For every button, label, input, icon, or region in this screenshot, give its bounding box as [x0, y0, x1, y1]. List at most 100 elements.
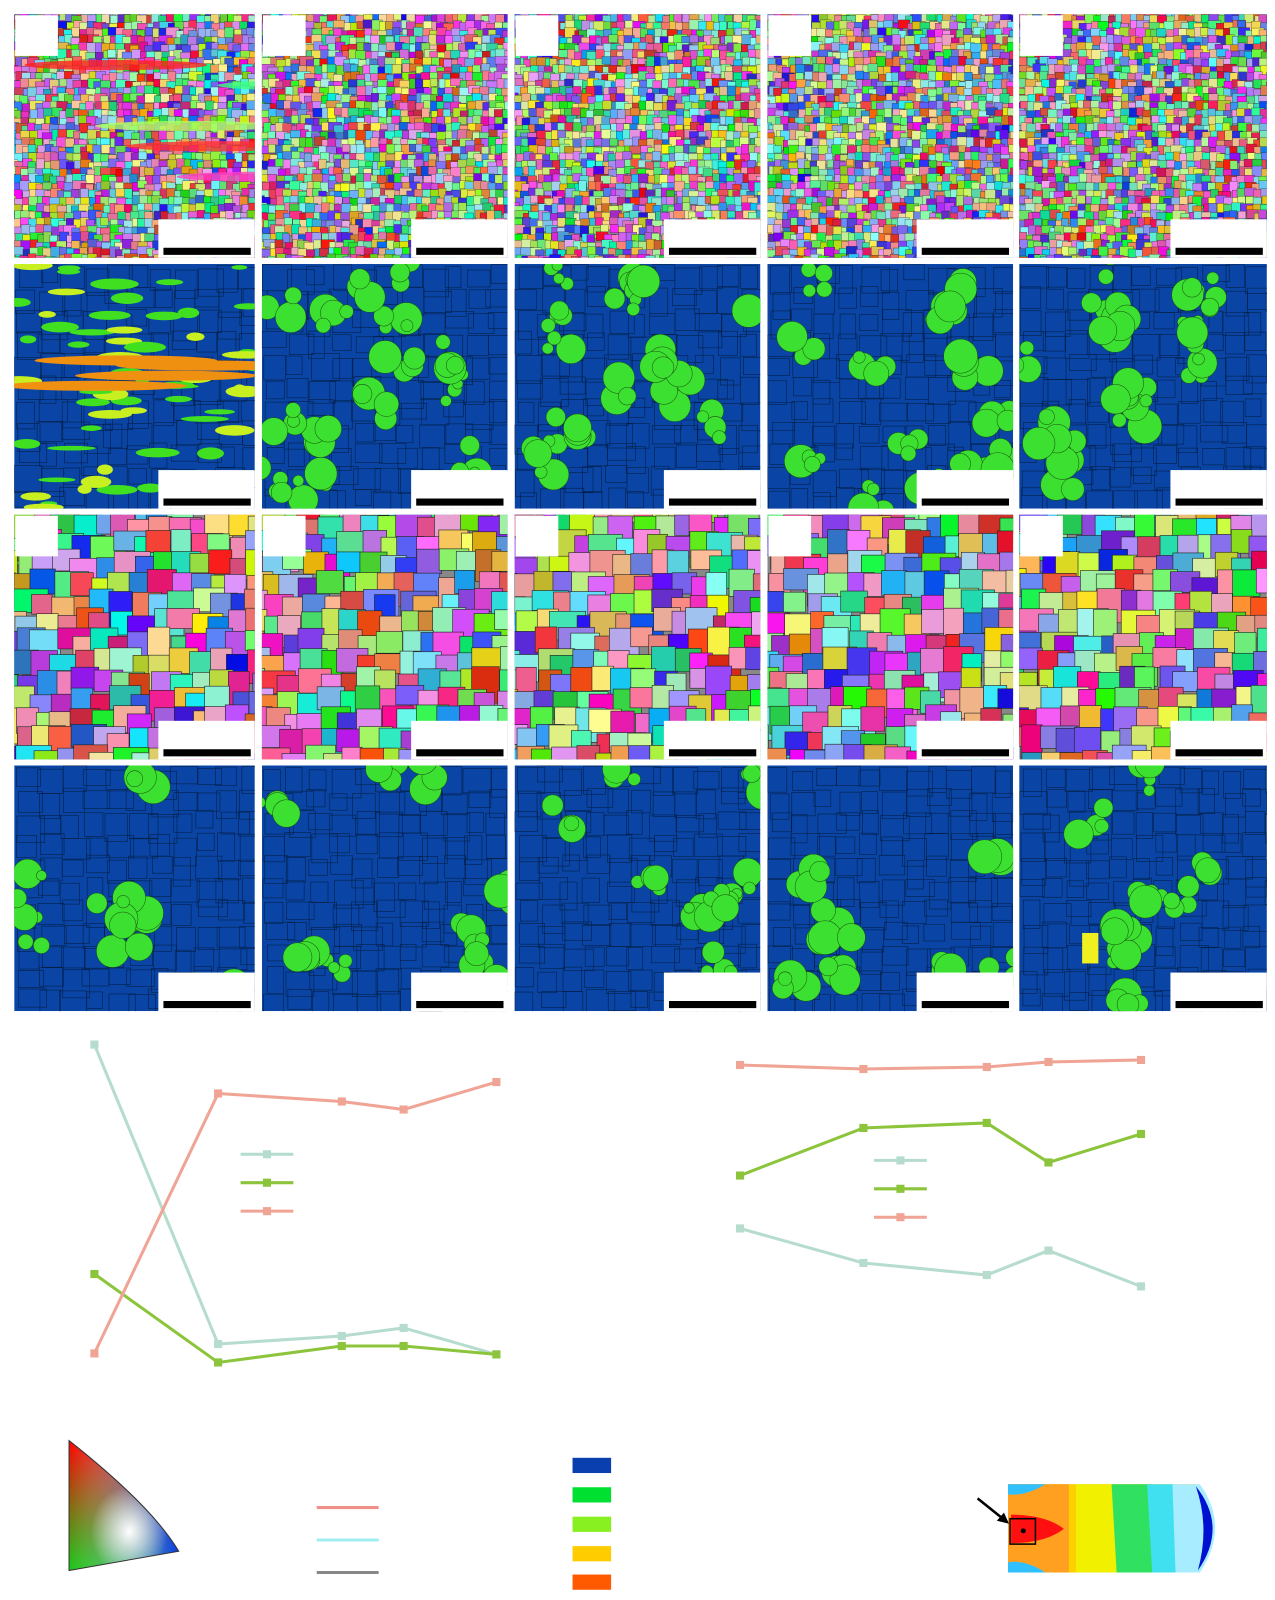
grain: [138, 151, 147, 160]
grain: [181, 14, 195, 16]
grain: [970, 43, 982, 53]
grain: [773, 255, 787, 258]
grain: [1009, 30, 1014, 39]
grain: [132, 256, 141, 258]
grain: [14, 130, 17, 139]
micrograph: [767, 14, 1014, 258]
grain: [878, 255, 889, 258]
grain: [527, 255, 541, 258]
grain: [369, 253, 378, 258]
grain: [855, 122, 864, 132]
grain: [81, 254, 93, 258]
grain: [757, 131, 761, 142]
grain: [342, 173, 351, 182]
grain: [173, 196, 184, 205]
grain: [507, 37, 514, 49]
grain: [297, 248, 307, 257]
grain: [825, 153, 833, 162]
label-box: [515, 15, 559, 56]
grain: [290, 63, 301, 72]
grain: [205, 14, 214, 16]
grain: [883, 255, 893, 258]
grain: [839, 115, 849, 124]
grain: [810, 253, 822, 258]
grain: [725, 56, 735, 66]
grain: [588, 254, 600, 258]
grain: [504, 101, 508, 115]
grain: [108, 257, 120, 258]
grain: [378, 107, 387, 118]
grain: [87, 253, 98, 258]
grain: [782, 254, 794, 258]
grain: [574, 14, 584, 15]
grain: [1009, 256, 1014, 258]
grain: [1000, 173, 1009, 183]
grain: [71, 253, 85, 258]
grain: [313, 239, 322, 250]
grain: [165, 14, 176, 16]
grain: [6, 219, 14, 229]
grain: [326, 63, 336, 74]
grain: [65, 138, 75, 148]
grain: [312, 14, 321, 16]
grain: [810, 166, 819, 176]
grain: [504, 204, 508, 216]
grain: [267, 255, 276, 258]
grain: [262, 93, 273, 104]
grain: [253, 28, 255, 42]
grain: [1010, 181, 1014, 194]
grain: [188, 129, 197, 140]
grain: [1114, 14, 1123, 15]
grain: [653, 42, 663, 53]
grain: [253, 63, 255, 77]
grain: [580, 6, 589, 14]
streak: [217, 81, 255, 90]
grain: [956, 14, 971, 16]
grain: [19, 255, 34, 258]
grain: [71, 27, 80, 37]
grain: [862, 254, 873, 258]
grain: [586, 234, 595, 243]
grain: [504, 67, 508, 75]
grain: [869, 27, 878, 36]
grain: [349, 159, 359, 169]
grain: [542, 257, 556, 258]
grain: [145, 27, 154, 36]
grain: [504, 14, 508, 26]
label-box: [768, 15, 812, 56]
grain: [407, 123, 416, 131]
grain: [645, 255, 655, 258]
grain: [27, 122, 36, 132]
grain: [594, 85, 603, 96]
micrograph: [6, 14, 255, 258]
grain: [578, 180, 587, 193]
grain: [116, 255, 129, 258]
grain: [27, 144, 37, 154]
grain: [14, 14, 28, 16]
grain: [14, 246, 24, 256]
grain: [196, 210, 205, 219]
grain: [767, 256, 771, 258]
grain: [166, 188, 175, 198]
grain: [503, 95, 508, 106]
grain: [136, 95, 146, 104]
grain: [254, 85, 255, 94]
grain: [1007, 211, 1014, 220]
grain: [609, 217, 620, 225]
grain: [356, 255, 368, 258]
grain: [254, 125, 262, 138]
grain: [320, 14, 330, 16]
grain: [574, 195, 583, 206]
grain: [1145, 14, 1158, 16]
grain: [348, 86, 359, 95]
grain: [442, 93, 453, 103]
grain: [14, 100, 16, 112]
grain: [1009, 197, 1014, 208]
grain: [247, 57, 255, 67]
grain: [392, 254, 401, 258]
grain: [514, 182, 516, 197]
grain: [486, 14, 496, 15]
grain: [14, 56, 16, 67]
grain: [682, 56, 692, 69]
grain: [370, 14, 381, 15]
